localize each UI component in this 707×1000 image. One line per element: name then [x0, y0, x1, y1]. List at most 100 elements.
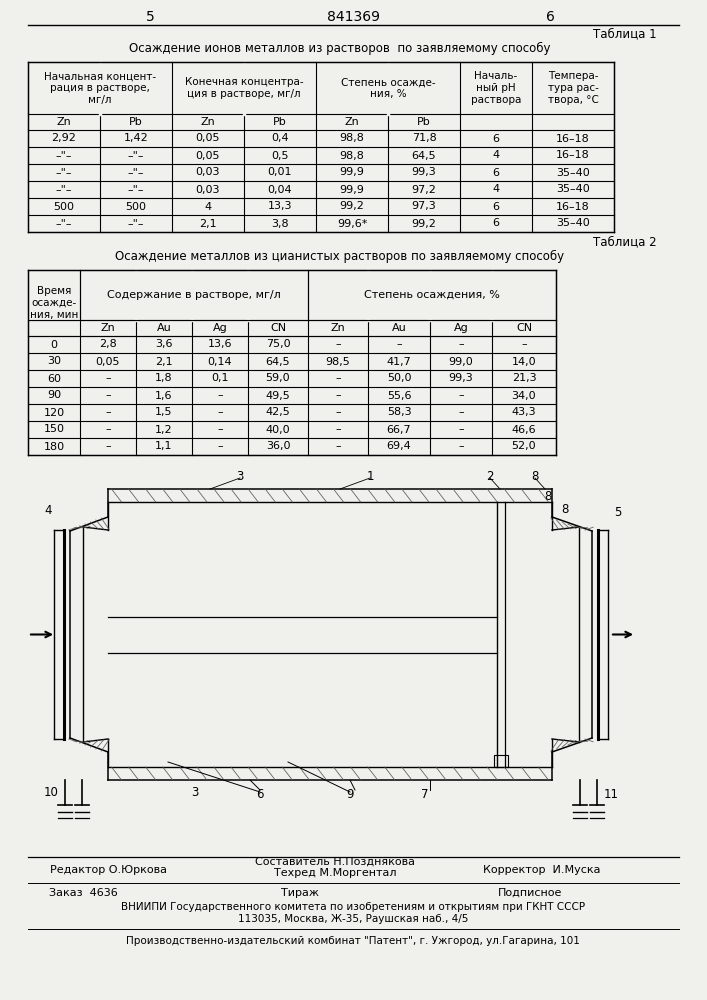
Text: 69,4: 69,4 — [387, 442, 411, 452]
Text: 16–18: 16–18 — [556, 150, 590, 160]
Text: –"–: –"– — [56, 219, 72, 229]
Text: 58,3: 58,3 — [387, 408, 411, 418]
Text: Zn: Zn — [57, 117, 71, 127]
Text: 99,2: 99,2 — [411, 219, 436, 229]
Text: –: – — [458, 340, 464, 350]
Text: 13,3: 13,3 — [268, 202, 292, 212]
Text: 6: 6 — [493, 219, 500, 229]
Text: Zn: Zn — [344, 117, 359, 127]
Text: 16–18: 16–18 — [556, 133, 590, 143]
Text: 6: 6 — [493, 202, 500, 212]
Text: –: – — [217, 408, 223, 418]
Text: 0,04: 0,04 — [268, 184, 292, 194]
Text: 60: 60 — [47, 373, 61, 383]
Text: 21,3: 21,3 — [512, 373, 537, 383]
Text: 8: 8 — [561, 503, 568, 516]
Text: Подписное: Подписное — [498, 888, 562, 898]
Text: 99,2: 99,2 — [339, 202, 364, 212]
Text: –: – — [217, 390, 223, 400]
Text: 10: 10 — [44, 786, 59, 800]
Text: 3: 3 — [236, 470, 244, 483]
Text: Zn: Zn — [100, 323, 115, 333]
Text: 841369: 841369 — [327, 10, 380, 24]
Text: –: – — [521, 340, 527, 350]
Text: Pb: Pb — [273, 117, 287, 127]
Text: 35–40: 35–40 — [556, 167, 590, 178]
Text: 120: 120 — [43, 408, 64, 418]
Text: –: – — [217, 442, 223, 452]
Text: 0,1: 0,1 — [211, 373, 229, 383]
Text: Pb: Pb — [129, 117, 143, 127]
Text: 2,1: 2,1 — [156, 357, 173, 366]
Text: 64,5: 64,5 — [411, 150, 436, 160]
Text: –: – — [458, 424, 464, 434]
Text: 36,0: 36,0 — [266, 442, 291, 452]
Text: Таблица 2: Таблица 2 — [593, 235, 657, 248]
Text: 9: 9 — [346, 788, 354, 802]
Text: Au: Au — [157, 323, 171, 333]
Text: 55,6: 55,6 — [387, 390, 411, 400]
Text: 64,5: 64,5 — [266, 357, 291, 366]
Text: Осаждение металлов из цианистых растворов по заявляемому способу: Осаждение металлов из цианистых растворо… — [115, 249, 565, 263]
Text: Степень осажде-
ния, %: Степень осажде- ния, % — [341, 77, 436, 99]
Text: –"–: –"– — [56, 167, 72, 178]
Text: 7: 7 — [421, 788, 428, 802]
Text: Темпера-
тура рас-
твора, °C: Темпера- тура рас- твора, °C — [547, 71, 598, 105]
Text: –: – — [335, 373, 341, 383]
Text: Корректор  И.Муска: Корректор И.Муска — [484, 865, 601, 875]
Text: 0: 0 — [50, 340, 57, 350]
Text: –: – — [105, 408, 111, 418]
Text: 71,8: 71,8 — [411, 133, 436, 143]
Text: –: – — [458, 408, 464, 418]
Text: 59,0: 59,0 — [266, 373, 291, 383]
Text: –: – — [458, 390, 464, 400]
Text: 1,8: 1,8 — [156, 373, 173, 383]
Text: 8: 8 — [532, 470, 539, 483]
Text: 14,0: 14,0 — [512, 357, 537, 366]
Text: 1,5: 1,5 — [156, 408, 173, 418]
Text: 8: 8 — [544, 490, 551, 504]
Text: 4: 4 — [204, 202, 211, 212]
Text: Осаждение ионов металлов из растворов  по заявляемому способу: Осаждение ионов металлов из растворов по… — [129, 41, 551, 55]
Text: 0,4: 0,4 — [271, 133, 289, 143]
Text: 2,8: 2,8 — [99, 340, 117, 350]
Text: 41,7: 41,7 — [387, 357, 411, 366]
Text: Ag: Ag — [454, 323, 468, 333]
Text: 5: 5 — [614, 506, 621, 520]
Text: Составитель Н.Позднякова
Техред М.Моргентал: Составитель Н.Позднякова Техред М.Морген… — [255, 856, 415, 878]
Text: 99,9: 99,9 — [339, 167, 364, 178]
Text: 3,8: 3,8 — [271, 219, 289, 229]
Text: 150: 150 — [44, 424, 64, 434]
Text: Тираж: Тираж — [281, 888, 319, 898]
Text: 113035, Москва, Ж-35, Раушская наб., 4/5: 113035, Москва, Ж-35, Раушская наб., 4/5 — [238, 914, 468, 924]
Bar — [494, 755, 508, 767]
Text: 66,7: 66,7 — [387, 424, 411, 434]
Text: 1,6: 1,6 — [156, 390, 173, 400]
Text: 4: 4 — [493, 150, 500, 160]
Text: Началь-
ный pH
раствора: Началь- ный pH раствора — [471, 71, 521, 105]
Text: 49,5: 49,5 — [266, 390, 291, 400]
Text: 98,5: 98,5 — [326, 357, 351, 366]
Text: 99,0: 99,0 — [449, 357, 474, 366]
Text: 3,6: 3,6 — [156, 340, 173, 350]
Text: Таблица 1: Таблица 1 — [593, 27, 657, 40]
Text: Au: Au — [392, 323, 407, 333]
Text: –"–: –"– — [56, 184, 72, 194]
Text: 46,6: 46,6 — [512, 424, 537, 434]
Text: 34,0: 34,0 — [512, 390, 537, 400]
Text: Zn: Zn — [331, 323, 346, 333]
Text: –: – — [458, 442, 464, 452]
Text: 0,5: 0,5 — [271, 150, 288, 160]
Text: 1,2: 1,2 — [156, 424, 173, 434]
Text: Ag: Ag — [213, 323, 228, 333]
Text: 75,0: 75,0 — [266, 340, 291, 350]
Text: 90: 90 — [47, 390, 61, 400]
Text: Редактор О.Юркова: Редактор О.Юркова — [49, 865, 167, 875]
Text: –: – — [105, 442, 111, 452]
Text: –"–: –"– — [128, 219, 144, 229]
Text: 1,42: 1,42 — [124, 133, 148, 143]
Text: Начальная концент-
рация в растворе,
мг/л: Начальная концент- рация в растворе, мг/… — [44, 71, 156, 105]
Text: 30: 30 — [47, 357, 61, 366]
Text: 6: 6 — [493, 133, 500, 143]
Text: 0,14: 0,14 — [208, 357, 233, 366]
